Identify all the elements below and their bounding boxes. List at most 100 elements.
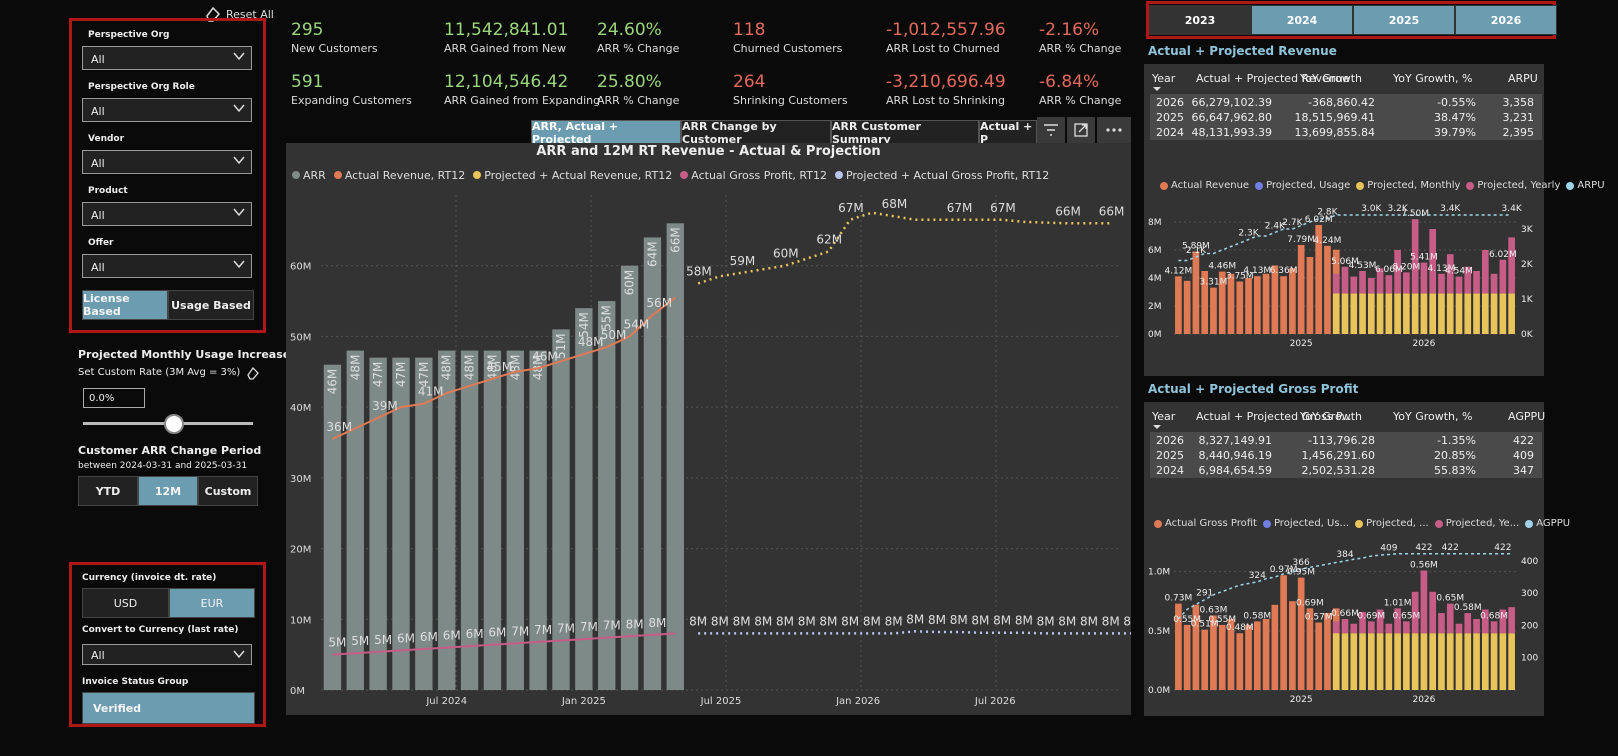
visual-tab[interactable]: ARR Change by Customer [681,120,831,146]
projected-yearly-bar[interactable] [1429,229,1437,294]
projected-yearly-bar[interactable] [1508,607,1515,634]
projected-monthly-bar[interactable] [1464,633,1472,690]
projected-yearly-bar[interactable] [1394,608,1401,634]
actual-bar[interactable] [1306,257,1314,334]
actual-bar[interactable] [1236,281,1244,335]
projected-yearly-bar[interactable] [1508,237,1515,294]
projected-yearly-bar[interactable] [1481,250,1489,294]
projected-yearly-bar[interactable] [1359,271,1366,294]
projected-yearly-bar[interactable] [1490,621,1498,634]
actual-bar[interactable] [1289,601,1296,690]
slicer-dropdown[interactable]: All [82,254,252,278]
projected-monthly-bar[interactable] [1429,633,1437,690]
actual-bar[interactable] [1315,224,1323,334]
projected-yearly-bar[interactable] [1473,619,1480,634]
actual-bar[interactable] [1297,244,1305,334]
year-tab[interactable]: 2025 [1353,5,1455,35]
focus-mode-icon[interactable] [1067,117,1095,143]
arr-bar[interactable] [392,357,410,690]
arr-bar[interactable] [506,350,524,690]
actual-bar[interactable] [1289,268,1296,334]
table-header[interactable]: YoY Growth [1300,72,1363,85]
actual-bar[interactable] [1192,251,1200,334]
projected-yearly-bar[interactable] [1429,591,1437,634]
projected-yearly-bar[interactable] [1420,262,1428,294]
table-header[interactable]: Year [1152,410,1176,423]
projected-monthly-bar[interactable] [1438,633,1445,690]
projected-monthly-bar[interactable] [1332,293,1340,334]
actual-bar[interactable] [1175,276,1182,334]
actual-bar[interactable] [1324,613,1331,690]
projected-yearly-bar[interactable] [1481,609,1489,634]
visual-tab[interactable]: ARR Customer Summary [831,120,979,146]
arr-bar[interactable] [575,308,593,690]
projected-monthly-bar[interactable] [1490,293,1498,334]
arr-bar[interactable] [483,350,502,690]
arr-bar[interactable] [620,265,639,690]
projected-yearly-bar[interactable] [1403,272,1410,294]
actual-bar[interactable] [1262,619,1270,690]
actual-bar[interactable] [1227,619,1235,690]
projected-monthly-bar[interactable] [1350,633,1358,690]
projected-monthly-bar[interactable] [1403,633,1410,690]
visual-tab[interactable]: Actual + P [979,120,1037,146]
actual-bar[interactable] [1218,271,1226,334]
projected-yearly-bar[interactable] [1394,250,1401,294]
arr-bar[interactable] [529,350,547,690]
actual-bar[interactable] [1280,276,1287,334]
arr-bar[interactable] [346,350,364,690]
projected-monthly-bar[interactable] [1481,293,1489,334]
projected-yearly-bar[interactable] [1332,621,1340,634]
projected-monthly-bar[interactable] [1350,293,1358,334]
arr-bar[interactable] [460,350,479,690]
actual-bar[interactable] [1271,265,1279,334]
projected-yearly-bar[interactable] [1376,609,1384,634]
table-header[interactable]: YoY Growth, % [1393,72,1473,85]
period-custom-button[interactable]: Custom [198,476,258,506]
eraser-icon[interactable] [246,366,260,380]
table-header[interactable]: YoY Growth, % [1393,410,1473,423]
table-header[interactable]: YoY Growth [1300,410,1363,423]
projected-monthly-bar[interactable] [1438,293,1445,334]
projected-yearly-bar[interactable] [1376,268,1384,294]
projected-monthly-bar[interactable] [1481,633,1489,690]
projected-monthly-bar[interactable] [1341,633,1349,690]
projected-monthly-bar[interactable] [1499,633,1507,690]
currency-usd-button[interactable]: USD [82,588,169,618]
projected-monthly-bar[interactable] [1473,633,1480,690]
actual-bar[interactable] [1236,633,1244,690]
projected-yearly-bar[interactable] [1411,591,1419,634]
actual-bar[interactable] [1306,608,1314,690]
actual-bar[interactable] [1315,622,1323,690]
projected-monthly-bar[interactable] [1490,633,1498,690]
projected-monthly-bar[interactable] [1446,293,1454,334]
projected-yearly-bar[interactable] [1332,273,1340,294]
projected-yearly-bar[interactable] [1385,623,1393,634]
visual-tab[interactable]: ARR, Actual + Projected [531,120,681,146]
actual-bar[interactable] [1218,624,1226,690]
projected-monthly-bar[interactable] [1385,293,1393,334]
projected-monthly-bar[interactable] [1455,293,1463,334]
actual-bar[interactable] [1262,273,1270,334]
projected-yearly-bar[interactable] [1446,603,1454,634]
projected-monthly-bar[interactable] [1508,293,1515,334]
actual-bar[interactable] [1253,621,1261,690]
projected-yearly-bar[interactable] [1367,621,1375,634]
projected-monthly-bar[interactable] [1464,293,1472,334]
projected-yearly-bar[interactable] [1455,623,1463,634]
projected-monthly-bar[interactable] [1429,293,1437,334]
projected-yearly-bar[interactable] [1359,611,1366,634]
actual-bar[interactable] [1271,604,1279,690]
projected-monthly-bar[interactable] [1420,293,1428,334]
arr-bar[interactable] [666,223,684,690]
actual-bar[interactable] [1227,273,1235,334]
convert-currency-dropdown[interactable]: All [82,644,252,665]
arr-bar[interactable] [438,350,456,690]
projected-monthly-bar[interactable] [1411,293,1419,334]
arr-bar[interactable] [323,364,342,690]
license-based-button[interactable]: License Based [82,290,168,320]
projected-monthly-bar[interactable] [1376,293,1384,334]
projected-yearly-bar[interactable] [1446,254,1454,294]
period-12m-button[interactable]: 12M [138,476,198,506]
slicer-dropdown[interactable]: All [82,98,252,122]
